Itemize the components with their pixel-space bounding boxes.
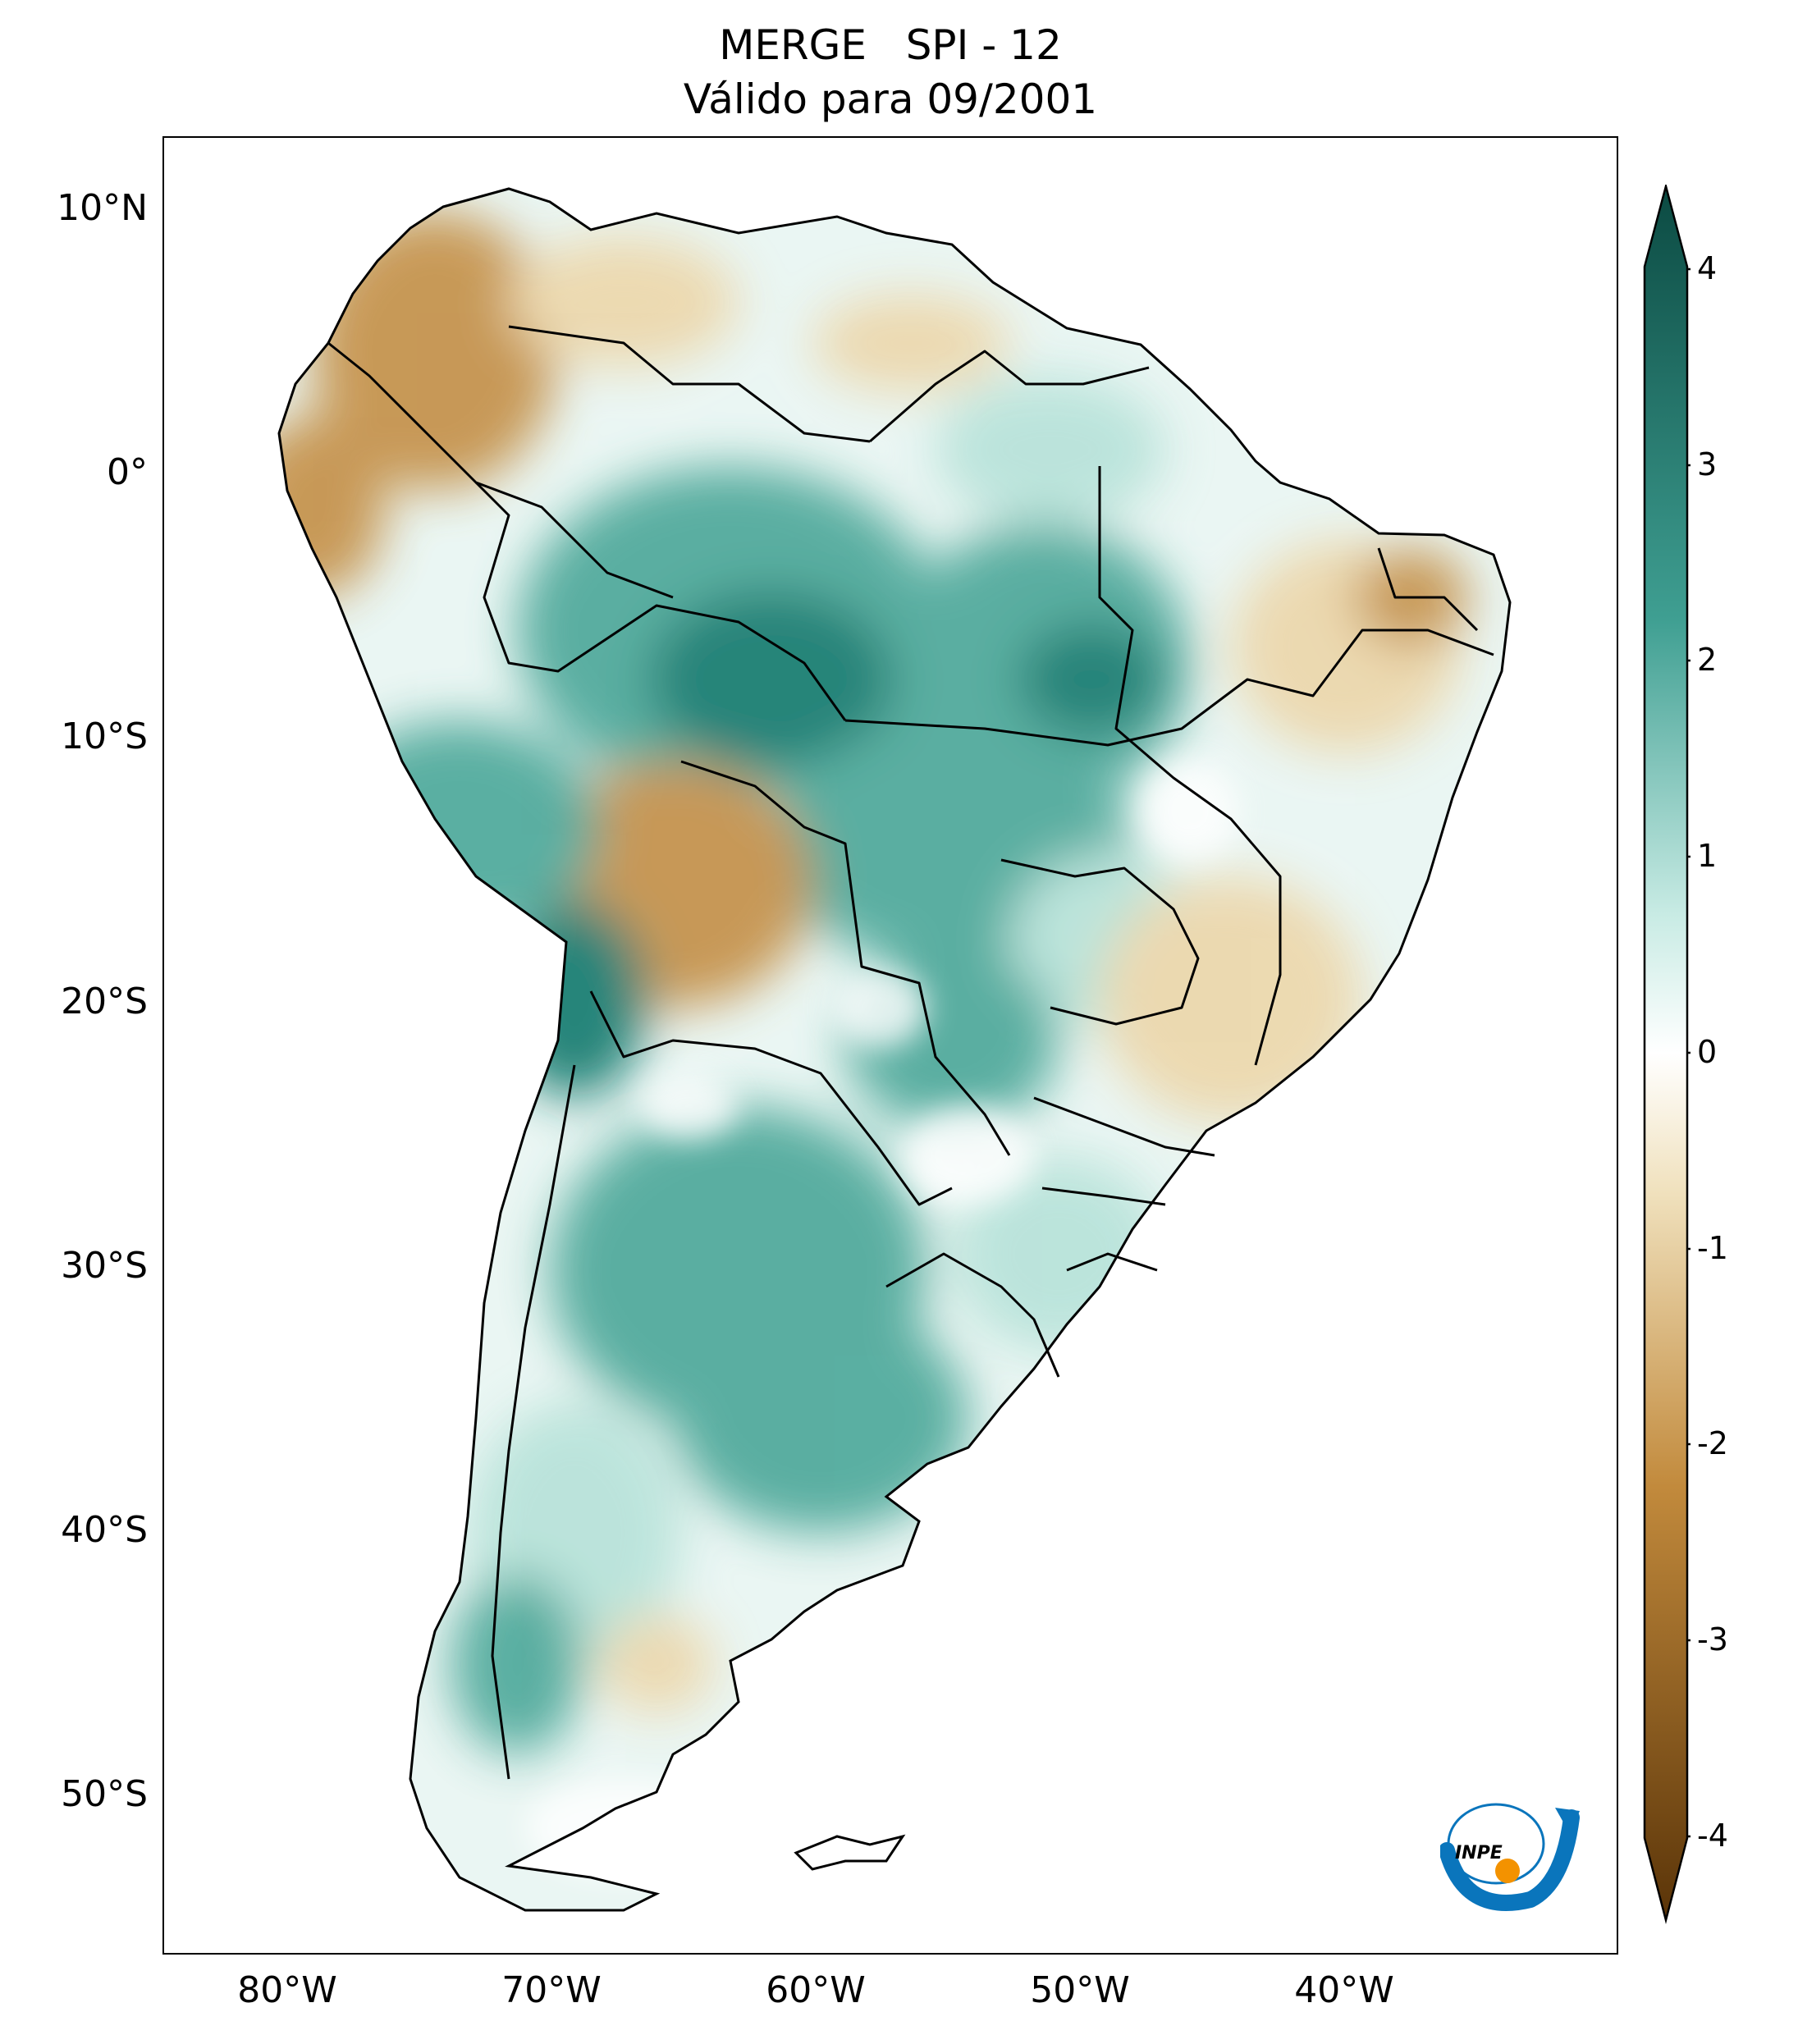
- spi-field: [279, 212, 1469, 1877]
- lon-tick-80w: 80°W: [237, 1969, 337, 2011]
- lat-tick-10s: 10°S: [61, 716, 148, 757]
- neutral-patch-4: [1141, 761, 1239, 860]
- spi-map: [277, 187, 1512, 1912]
- dry-anomaly-minas: [1100, 876, 1362, 1123]
- boundary-parana: [1041, 1187, 1166, 1206]
- boundary-peru-brazil: [474, 481, 847, 721]
- wet-anomaly-pampas: [673, 1303, 968, 1533]
- map-subtitle: Válido para 09/2001: [683, 75, 1098, 123]
- boundary-argentina-paraguay: [589, 990, 953, 1206]
- wet-anomaly-south-andes: [451, 1574, 583, 1754]
- lat-tick-40s: 40°S: [61, 1509, 148, 1551]
- dry-anomaly-guianas: [812, 294, 1009, 392]
- inpe-logo: INPE: [1440, 1803, 1580, 1911]
- lat-tick-30s: 30°S: [61, 1245, 148, 1287]
- lat-tick-0: 0°: [107, 451, 148, 493]
- lon-tick-70w: 70°W: [501, 1969, 602, 2011]
- boundary-santa-catarina: [1066, 1252, 1158, 1272]
- colorbar: [1643, 185, 1690, 1924]
- neutral-patch-1: [829, 967, 927, 1049]
- dry-anomaly-colombia: [312, 212, 558, 491]
- logo-text: INPE: [1455, 1843, 1503, 1863]
- map-title: MERGE SPI - 12: [719, 21, 1062, 69]
- lat-tick-20s: 20°S: [61, 981, 148, 1022]
- wet-anomaly-peru: [320, 720, 599, 934]
- dry-anomaly-patagonia: [599, 1615, 714, 1713]
- wet-anomaly-amapa: [936, 376, 1165, 524]
- political-boundaries: [327, 325, 1494, 1780]
- colorbar-tick-neg1: -1: [1697, 1230, 1728, 1266]
- colorbar-tick-3: 3: [1697, 446, 1718, 482]
- lon-tick-50w: 50°W: [1030, 1969, 1130, 2011]
- boundary-chile-argentina: [491, 1064, 576, 1780]
- boundary-guianas: [869, 350, 1150, 443]
- neutral-patch-3: [640, 1073, 739, 1139]
- boundary-uruguay: [885, 1252, 1060, 1378]
- lat-tick-50s: 50°S: [61, 1773, 148, 1815]
- boundary-sao-paulo: [1033, 1096, 1215, 1157]
- boundary-brazil-states-east: [1098, 466, 1282, 1066]
- colorbar-tick-neg4: -4: [1697, 1818, 1728, 1854]
- logo-swoosh-icon: [1440, 1809, 1580, 1911]
- logo-sun-icon: [1495, 1859, 1520, 1883]
- boundary-bolivia-brazil: [680, 760, 1011, 1156]
- colorbar-body: [1643, 185, 1689, 1924]
- colorbar-tick-2: 2: [1697, 642, 1718, 678]
- logo-arrow-icon: [1555, 1808, 1580, 1834]
- lon-tick-60w: 60°W: [766, 1969, 866, 2011]
- boundary-brazil-states-north: [844, 629, 1494, 747]
- colorbar-tick-neg2: -2: [1697, 1425, 1728, 1461]
- falkland-islands: [794, 1834, 906, 1871]
- wet-anomaly-amazon-core: [648, 589, 894, 770]
- boundary-venezuela-brazil: [508, 325, 871, 443]
- boundary-northeast-states: [1377, 547, 1479, 632]
- lat-tick-10n: 10°N: [57, 187, 148, 229]
- dry-anomaly-ecuador: [279, 417, 386, 597]
- colorbar-tick-4: 4: [1697, 250, 1718, 286]
- colorbar-tick-1: 1: [1697, 838, 1718, 874]
- colorbar-tick-0: 0: [1697, 1034, 1718, 1070]
- wet-anomaly-para-core: [1018, 622, 1165, 737]
- neutral-patch-2: [903, 1106, 1034, 1205]
- colorbar-tick-neg3: -3: [1697, 1621, 1728, 1658]
- lon-tick-40w: 40°W: [1294, 1969, 1394, 2011]
- boundary-goias: [1000, 858, 1200, 1026]
- dry-anomaly-venezuela: [509, 236, 739, 368]
- neutral-patch-5: [525, 1779, 722, 1877]
- map-plot-area: [162, 136, 1618, 1955]
